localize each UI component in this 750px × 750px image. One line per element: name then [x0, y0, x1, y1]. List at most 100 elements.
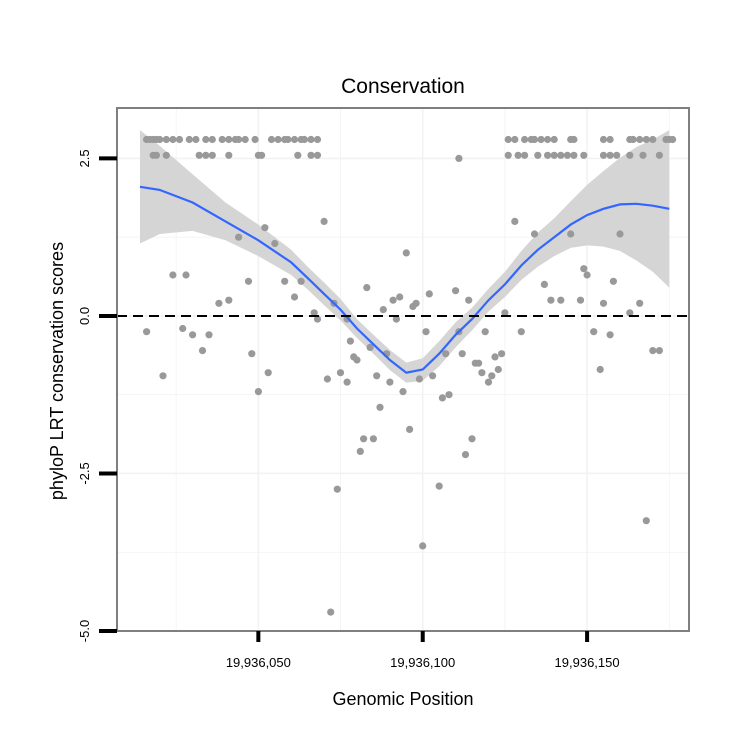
data-point [327, 608, 335, 616]
smooth-line-layer [139, 185, 670, 374]
data-point [290, 293, 299, 301]
data-point [399, 388, 407, 396]
data-point [613, 151, 621, 159]
data-point [353, 356, 361, 364]
data-point [366, 343, 374, 351]
data-point [162, 151, 170, 159]
data-point [343, 315, 351, 323]
data-point [435, 482, 443, 490]
data-point [567, 230, 575, 238]
data-point [185, 135, 193, 144]
data-points-layer [143, 135, 677, 616]
data-point [491, 353, 499, 361]
data-point [642, 135, 650, 144]
data-point [389, 296, 397, 304]
data-point [419, 542, 427, 550]
data-point [609, 277, 618, 285]
data-point [517, 328, 525, 336]
data-point [488, 372, 496, 380]
data-point [458, 350, 466, 358]
data-point [422, 328, 430, 336]
y-axis: 2.5 0.0 -2.5 -5.0 [77, 149, 117, 642]
data-point [313, 151, 322, 159]
data-point [195, 151, 203, 159]
data-point [504, 151, 512, 159]
data-point [481, 328, 489, 336]
data-point [468, 435, 476, 443]
data-point [455, 154, 463, 162]
data-point [307, 151, 315, 159]
data-point [636, 299, 644, 307]
data-point [606, 135, 614, 144]
data-point [540, 280, 549, 288]
data-point [189, 331, 197, 339]
data-point [445, 391, 453, 399]
data-point [599, 151, 608, 159]
data-point [294, 151, 302, 159]
data-point [494, 365, 502, 374]
data-point [360, 435, 368, 443]
data-point [251, 135, 259, 144]
data-point [530, 135, 539, 144]
data-point [415, 375, 423, 383]
data-point [284, 135, 292, 144]
data-point [544, 151, 552, 159]
data-point [649, 135, 657, 144]
data-point [626, 151, 634, 159]
data-point [258, 151, 266, 159]
data-point [297, 277, 305, 285]
data-point [504, 135, 512, 144]
smooth-line [139, 185, 670, 374]
data-point [475, 359, 483, 367]
data-point [655, 151, 664, 159]
data-point [639, 151, 647, 159]
data-point [626, 309, 634, 317]
x-axis-title: Genomic Position [332, 689, 473, 709]
data-point [225, 151, 233, 159]
data-point [629, 135, 637, 144]
data-point [570, 151, 578, 159]
x-tick-label: 19,936,050 [226, 655, 291, 670]
data-point [241, 135, 249, 144]
data-point [580, 265, 588, 273]
data-point [208, 151, 216, 159]
data-point [498, 350, 506, 358]
data-point [215, 299, 223, 307]
data-point [461, 451, 470, 459]
data-point [152, 151, 160, 159]
data-point [202, 135, 210, 144]
data-point [452, 287, 460, 295]
y-tick-label: -5.0 [77, 620, 92, 642]
data-point [511, 217, 519, 225]
data-point [208, 135, 216, 144]
data-point [267, 135, 276, 144]
data-point [143, 328, 151, 336]
data-point [563, 151, 572, 159]
data-point [274, 135, 282, 144]
data-point [606, 331, 614, 339]
data-point [655, 347, 664, 355]
y-tick-label: 2.5 [77, 149, 92, 167]
data-point [590, 328, 598, 336]
data-point [392, 315, 400, 323]
data-point [169, 135, 177, 144]
x-axis: 19,936,050 19,936,100 19,936,150 [226, 631, 620, 670]
data-point [379, 306, 387, 314]
data-point [261, 224, 269, 232]
data-point [402, 249, 410, 257]
data-point [465, 296, 473, 304]
data-point [438, 394, 446, 402]
data-point [606, 151, 614, 159]
data-point [346, 337, 354, 345]
data-point [182, 271, 190, 279]
data-point [175, 135, 184, 144]
data-point [642, 517, 650, 525]
data-point [511, 135, 519, 144]
data-point [363, 284, 371, 292]
data-point [501, 309, 509, 317]
data-point [530, 230, 539, 238]
data-point [192, 135, 200, 144]
data-point [307, 135, 315, 144]
data-point [616, 230, 624, 238]
